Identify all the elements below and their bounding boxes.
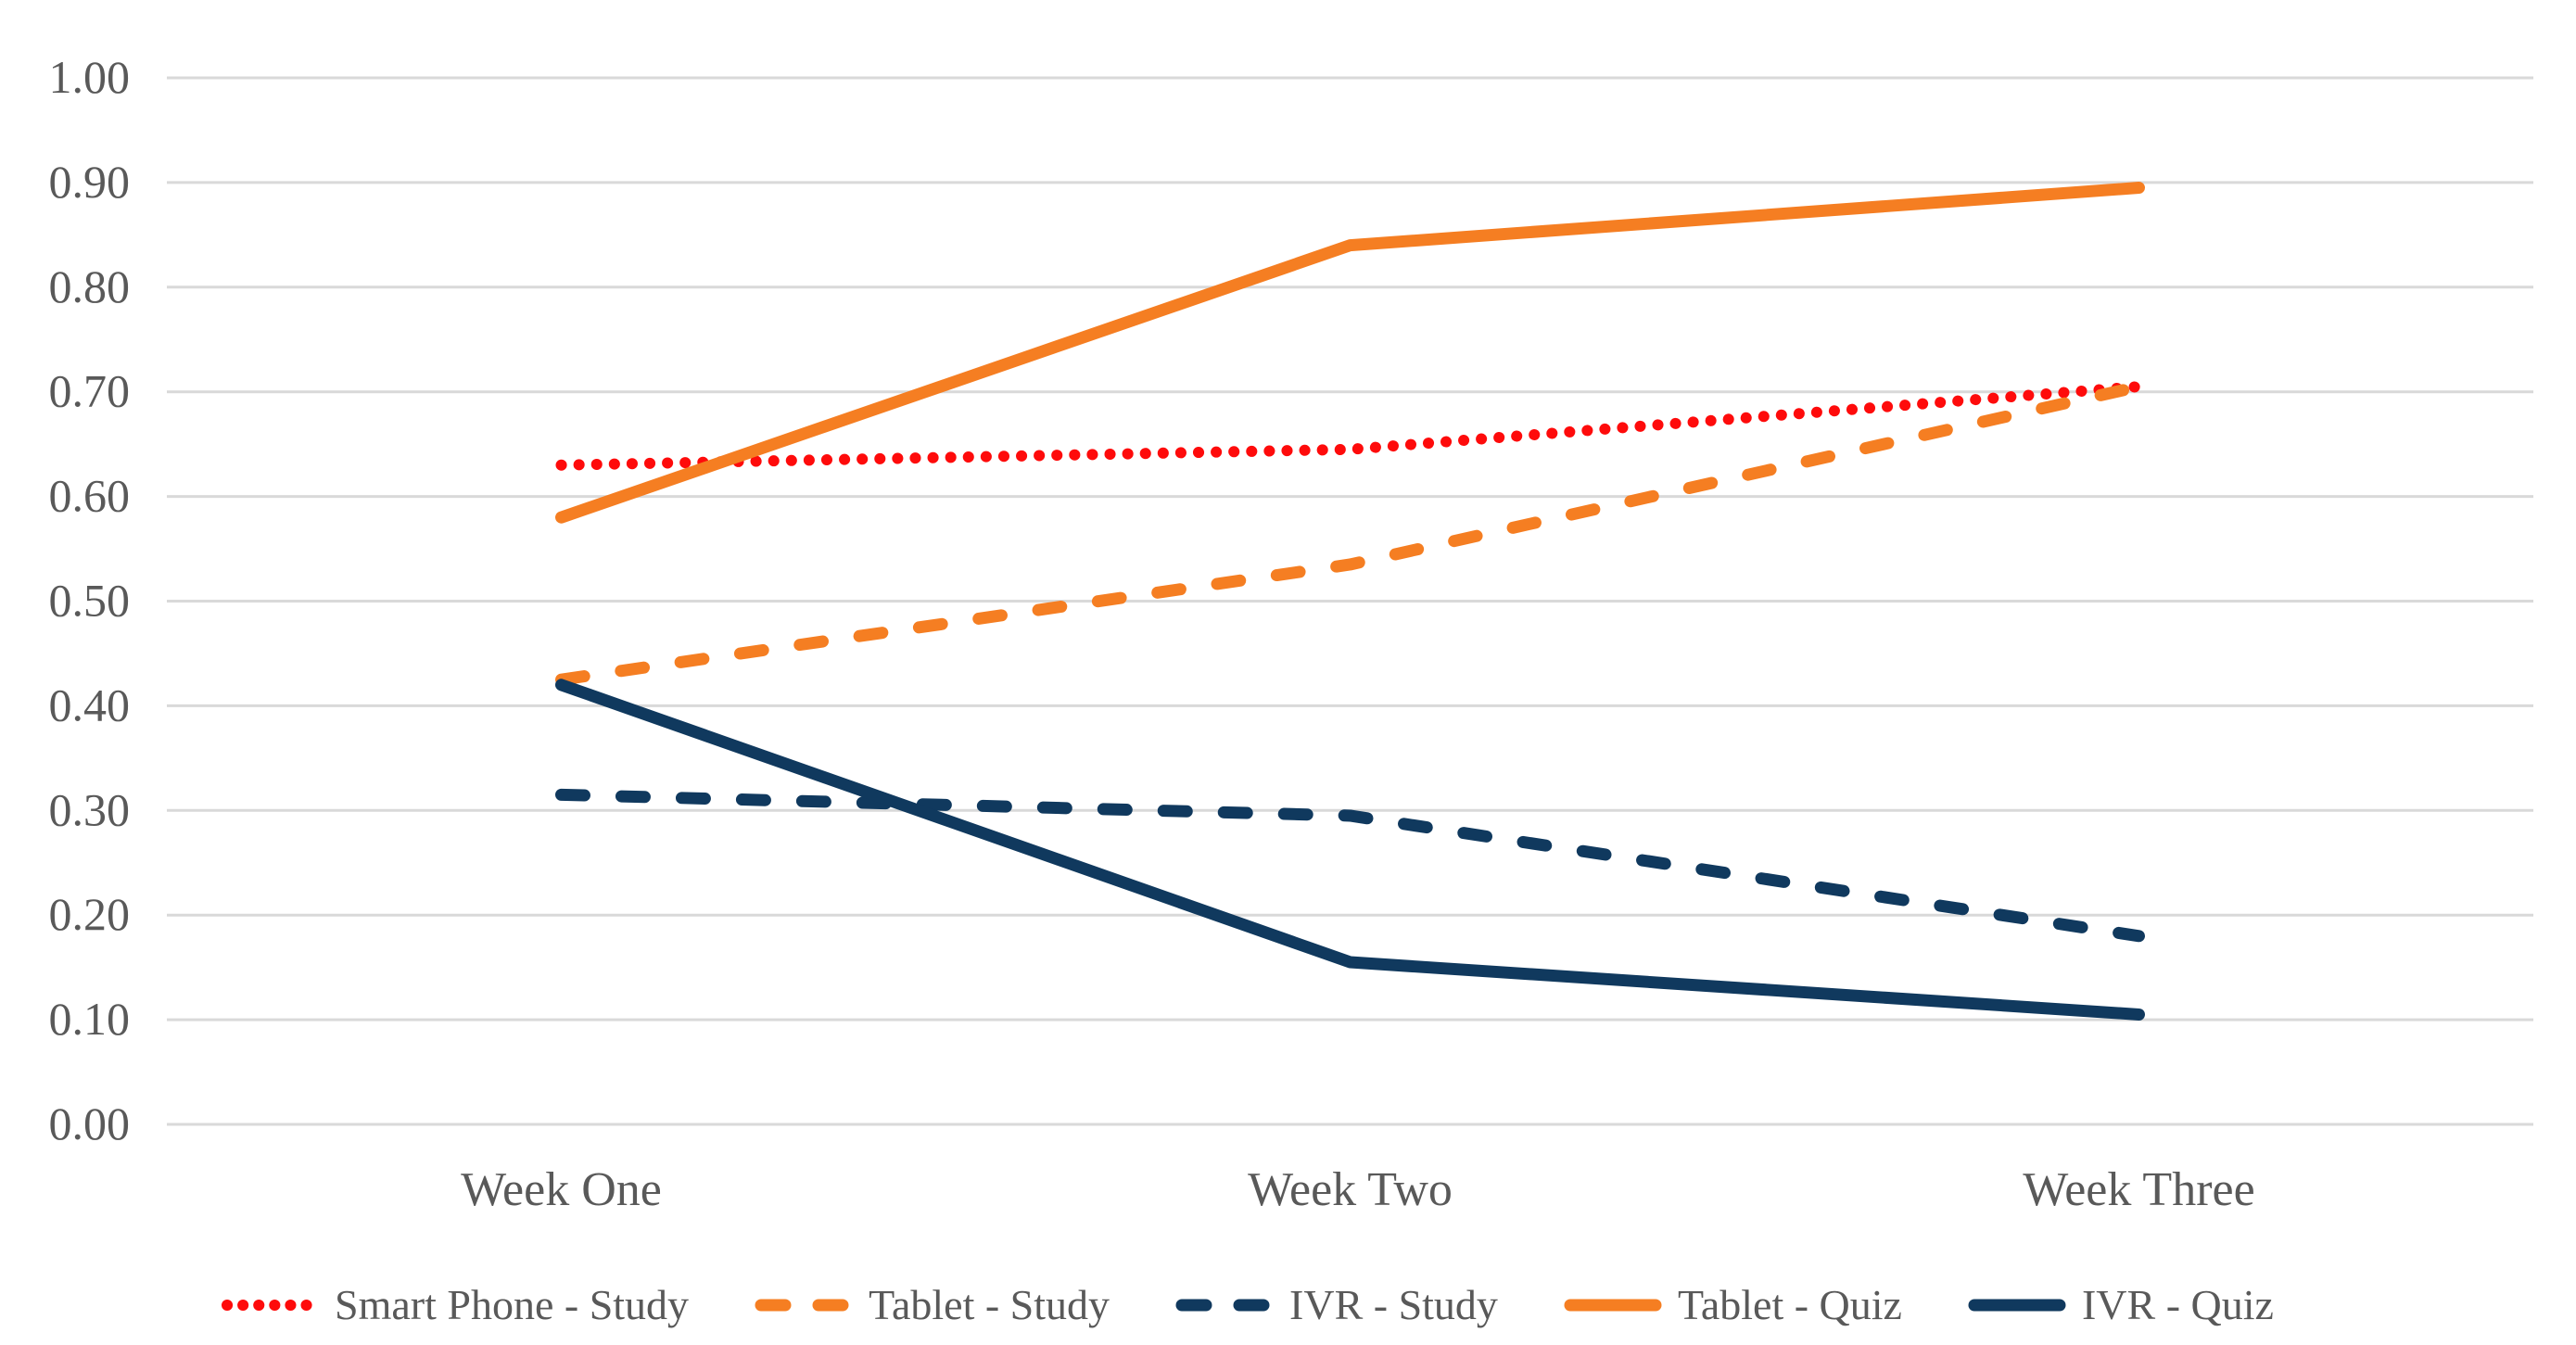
legend-label: IVR - Study [1289,1281,1498,1328]
legend-item-ivr-quiz: IVR - Quiz [1968,1284,2274,1326]
y-axis-tick-label: 0.50 [49,575,131,627]
series-line-smart-phone-study [555,381,2145,471]
legend-swatch-ivr-study [1175,1299,1274,1312]
chart-legend: Smart Phone - Study Tablet - Study IVR - S… [221,1273,2274,1338]
legend-swatch-tablet-quiz [1564,1299,1662,1312]
legend-item-tablet-quiz: Tablet - Quiz [1564,1284,1902,1326]
legend-swatch-tablet-study [755,1299,853,1312]
series-line-tablet-quiz [555,182,2145,524]
y-axis-tick-label: 0.10 [49,993,131,1045]
y-axis-tick-label: 0.80 [49,260,131,312]
legend-swatch-smart-phone-study [222,1300,318,1311]
y-axis-tick-label: 0.70 [49,365,131,417]
x-axis-label-week-two: Week Two [1248,1163,1453,1216]
legend-item-tablet-study: Tablet - Study [755,1284,1110,1326]
legend-swatch-ivr-quiz [1968,1299,2066,1312]
y-axis-tick-label: 0.30 [49,783,131,835]
series-line-ivr-study [555,788,2145,943]
legend-label: Tablet - Study [869,1281,1110,1328]
legend-label: IVR - Quiz [2081,1281,2274,1328]
legend-item-smart-phone-study: Smart Phone - Study [221,1284,689,1326]
y-axis-tick-label: 0.90 [49,156,131,208]
legend-label: Smart Phone - Study [335,1281,690,1328]
y-axis-tick-label: 0.40 [49,679,131,730]
legend-item-ivr-study: IVR - Study [1175,1284,1498,1326]
y-axis-tick-label: 0.20 [49,888,131,940]
series-line-tablet-study [555,380,2145,686]
x-axis-label-week-three: Week Three [2023,1163,2254,1216]
series-line-ivr-quiz [555,679,2145,1021]
x-axis-label-week-one: Week One [461,1163,662,1216]
y-axis-tick-label: 1.00 [49,51,131,103]
y-axis-tick-label: 0.00 [49,1098,131,1149]
legend-label: Tablet - Quiz [1677,1281,1902,1328]
y-axis-tick-label: 0.60 [49,470,131,522]
